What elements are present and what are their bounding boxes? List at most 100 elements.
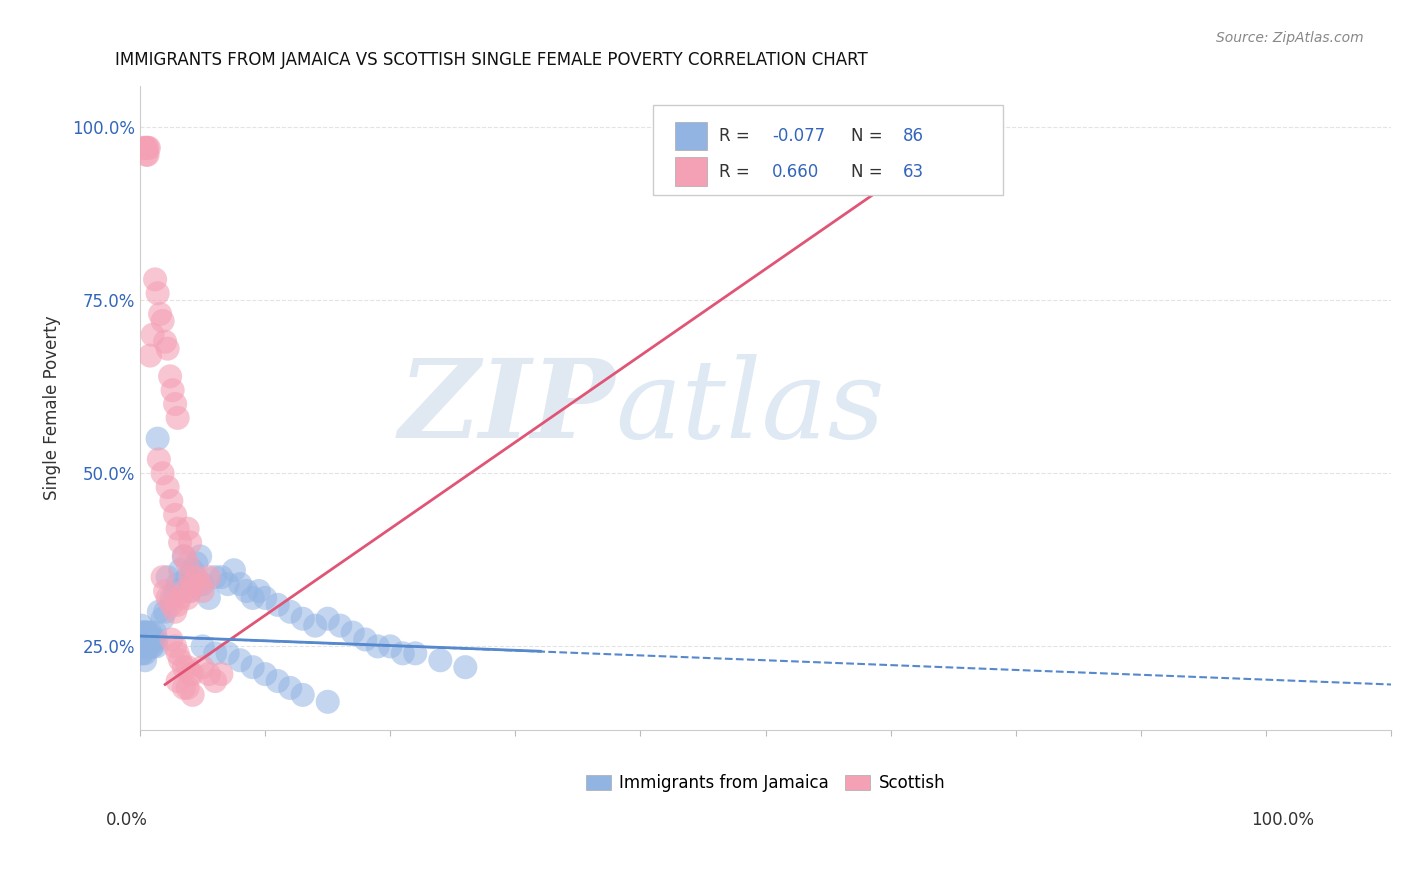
Text: 0.660: 0.660 [772, 162, 820, 180]
Text: -0.077: -0.077 [772, 127, 825, 145]
Point [138, 141, 160, 155]
Point [131, 646, 153, 660]
Point [186, 570, 208, 584]
Point [204, 673, 226, 688]
Point [181, 563, 204, 577]
Point [160, 494, 183, 508]
Point [135, 632, 157, 647]
Point [132, 632, 155, 647]
Point [429, 653, 451, 667]
Point [132, 640, 155, 654]
Point [152, 612, 174, 626]
Point [217, 646, 239, 660]
Point [380, 640, 402, 654]
Point [354, 632, 377, 647]
Point [132, 141, 155, 155]
Point [142, 640, 165, 654]
Point [404, 646, 426, 660]
Point [186, 557, 208, 571]
Point [166, 410, 188, 425]
Point [166, 522, 188, 536]
Text: R =: R = [720, 162, 755, 180]
Point [367, 640, 389, 654]
Point [181, 688, 204, 702]
Point [136, 147, 159, 161]
Point [267, 598, 290, 612]
Point [131, 632, 153, 647]
Text: R =: R = [720, 127, 755, 145]
Point [142, 632, 165, 647]
Point [229, 577, 252, 591]
FancyBboxPatch shape [652, 105, 1004, 195]
Point [160, 598, 183, 612]
Point [153, 584, 176, 599]
Point [153, 334, 176, 349]
Point [191, 577, 214, 591]
Point [179, 584, 201, 599]
Point [209, 667, 232, 681]
Point [145, 640, 167, 654]
Point [254, 667, 277, 681]
Point [146, 286, 169, 301]
Point [169, 653, 191, 667]
Point [181, 667, 204, 681]
Point [165, 508, 187, 522]
Point [173, 584, 195, 599]
Point [176, 570, 198, 584]
Point [165, 605, 187, 619]
Point [198, 591, 221, 605]
Point [316, 612, 339, 626]
Point [139, 349, 162, 363]
Point [131, 646, 153, 660]
Point [160, 591, 183, 605]
Point [304, 618, 326, 632]
Point [145, 632, 167, 647]
Point [160, 632, 183, 647]
Point [198, 667, 221, 681]
Y-axis label: Single Female Poverty: Single Female Poverty [44, 315, 60, 500]
Bar [675, 157, 707, 186]
Point [176, 591, 198, 605]
Point [173, 681, 195, 695]
Point [169, 591, 191, 605]
Point [135, 640, 157, 654]
Point [165, 397, 187, 411]
Bar [675, 121, 707, 151]
Text: N =: N = [851, 162, 887, 180]
Text: 63: 63 [903, 162, 924, 180]
Point [134, 141, 156, 155]
Point [176, 660, 198, 674]
Point [135, 141, 157, 155]
Point [132, 640, 155, 654]
Point [159, 369, 181, 384]
Point [454, 660, 477, 674]
Point [173, 549, 195, 564]
Point [136, 625, 159, 640]
Point [138, 632, 160, 647]
Point [152, 314, 174, 328]
Point [169, 535, 191, 549]
Point [179, 584, 201, 599]
Point [131, 632, 153, 647]
Point [135, 632, 157, 647]
Point [139, 632, 162, 647]
Point [156, 480, 179, 494]
Point [204, 646, 226, 660]
Point [166, 646, 188, 660]
Point [149, 307, 172, 321]
Point [242, 591, 264, 605]
Point [131, 625, 153, 640]
Point [134, 646, 156, 660]
Point [148, 605, 170, 619]
Point [188, 577, 211, 591]
Point [152, 467, 174, 481]
Point [139, 625, 162, 640]
Point [141, 632, 163, 647]
Text: atlas: atlas [616, 354, 884, 461]
Point [136, 141, 159, 155]
Point [146, 432, 169, 446]
Text: 86: 86 [903, 127, 924, 145]
Point [179, 667, 201, 681]
Point [191, 640, 214, 654]
Text: 0.0%: 0.0% [105, 811, 148, 829]
